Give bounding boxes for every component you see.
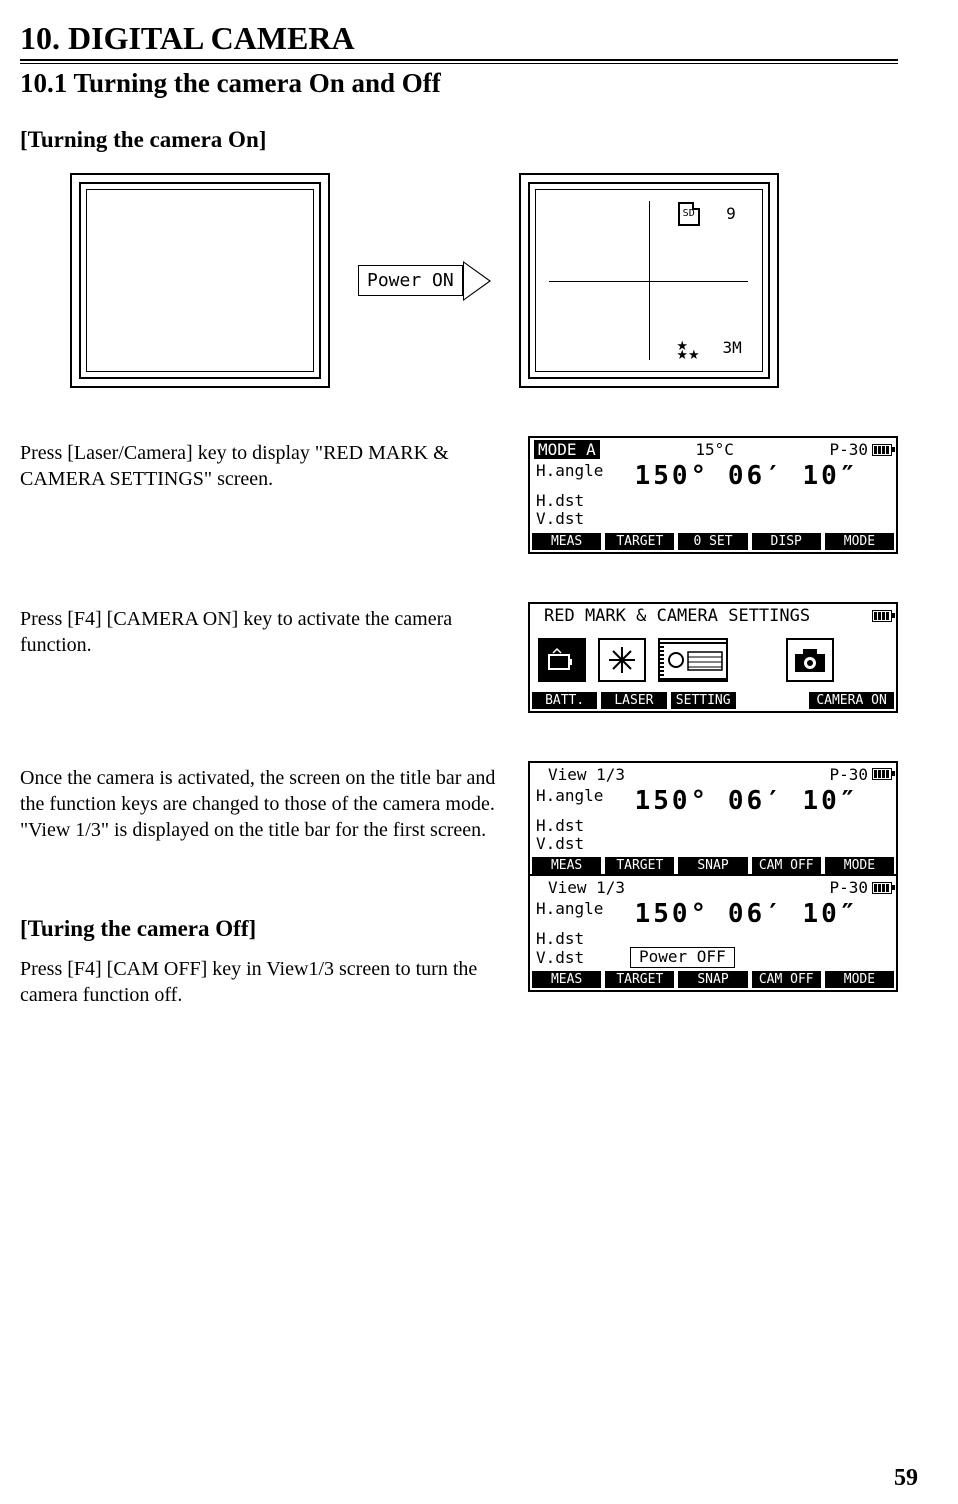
step-text-2: Press [F4] [CAMERA ON] key to activate t… — [20, 602, 508, 658]
step-text-1: Press [Laser/Camera] key to display "RED… — [20, 436, 508, 492]
fkey[interactable]: LASER — [601, 692, 666, 709]
resolution-text: 3M — [722, 338, 741, 357]
fkey[interactable]: MEAS — [532, 857, 601, 874]
row-label: H.dst — [536, 930, 611, 948]
fkey[interactable]: MEAS — [532, 533, 601, 550]
lcd-pvalue: P-30 — [829, 878, 868, 897]
divider — [20, 59, 898, 64]
screen-on: SD 9 ★★★ 3M — [519, 173, 779, 388]
row-label: H.angle — [536, 787, 611, 817]
fkey[interactable]: 0 SET — [678, 533, 747, 550]
camera-icon — [786, 638, 834, 682]
page-number: 59 — [894, 1465, 918, 1492]
lcd-mode: MODE A — [534, 440, 600, 459]
row-label: H.dst — [536, 492, 611, 510]
battery-icon — [872, 444, 892, 456]
step-row-4: Press [F4] [CAM OFF] key in View1/3 scre… — [20, 874, 898, 1008]
fkey[interactable]: TARGET — [605, 857, 674, 874]
power-on-arrow: Power ON — [358, 261, 491, 301]
fkey[interactable]: SETTING — [671, 692, 736, 709]
angle-value: 150° 06′ 10″ — [611, 787, 890, 817]
battery-icon — [872, 768, 892, 780]
battery-icon — [872, 882, 892, 894]
lcd-title: View 1/3 — [534, 765, 625, 784]
lcd-pvalue: P-30 — [829, 440, 868, 459]
lcd-1: MODE A 15°C P-30 H.angle150° 06′ 10″ H.d… — [528, 436, 898, 554]
fkey[interactable]: CAMERA ON — [809, 692, 894, 709]
batt-select-icon — [538, 638, 586, 682]
fkey[interactable]: BATT. — [532, 692, 597, 709]
fkey[interactable]: TARGET — [605, 971, 674, 988]
row-label: V.dst — [536, 510, 611, 528]
row-label: H.angle — [536, 900, 611, 930]
row-label: V.dst — [536, 949, 611, 967]
sd-icon: SD — [678, 202, 700, 226]
section-title: 10.1 Turning the camera On and Off — [20, 68, 898, 99]
settings-icon — [658, 638, 728, 682]
lcd-temp: 15°C — [600, 440, 830, 459]
fkey[interactable]: CAM OFF — [752, 971, 821, 988]
sub-title-on: [Turning the camera On] — [20, 127, 898, 153]
power-on-label: Power ON — [358, 265, 463, 296]
row-label: H.dst — [536, 817, 611, 835]
step-row-1: Press [Laser/Camera] key to display "RED… — [20, 436, 898, 554]
screen-off — [70, 173, 330, 388]
quality-stars-icon: ★★★ — [676, 341, 699, 359]
lcd-2: RED MARK & CAMERA SETTINGS BATT. LASER S… — [528, 602, 898, 713]
fkey[interactable]: MODE — [825, 857, 894, 874]
fkey[interactable]: TARGET — [605, 533, 674, 550]
fkey[interactable]: SNAP — [678, 857, 747, 874]
step-row-3: Once the camera is activated, the screen… — [20, 761, 898, 879]
lcd-3: View 1/3 P-30 H.angle150° 06′ 10″ H.dst … — [528, 761, 898, 879]
laser-icon — [598, 638, 646, 682]
fkey[interactable]: MODE — [825, 533, 894, 550]
lcd-title: RED MARK & CAMERA SETTINGS — [534, 606, 810, 626]
fkey-blank — [740, 692, 805, 709]
battery-icon — [872, 610, 892, 622]
power-off-label: Power OFF — [630, 947, 735, 967]
count-text: 9 — [726, 204, 736, 223]
fkey[interactable]: MEAS — [532, 971, 601, 988]
angle-value: 150° 06′ 10″ — [611, 900, 890, 930]
lcd-4: View 1/3 P-30 H.angle150° 06′ 10″ H.dst … — [528, 874, 898, 992]
power-on-diagram: Power ON SD 9 ★★★ 3M — [70, 173, 898, 388]
lcd-pvalue: P-30 — [829, 765, 868, 784]
angle-value: 150° 06′ 10″ — [611, 462, 890, 492]
step-row-2: Press [F4] [CAMERA ON] key to activate t… — [20, 602, 898, 713]
fkey[interactable]: DISP — [752, 533, 821, 550]
lcd-title: View 1/3 — [534, 878, 625, 897]
row-label: H.angle — [536, 462, 611, 492]
fkey[interactable]: SNAP — [678, 971, 747, 988]
chapter-title: 10. DIGITAL CAMERA — [20, 20, 898, 57]
fkey[interactable]: MODE — [825, 971, 894, 988]
step-text-4: Press [F4] [CAM OFF] key in View1/3 scre… — [20, 874, 508, 1008]
row-label: V.dst — [536, 835, 611, 853]
fkey[interactable]: CAM OFF — [752, 857, 821, 874]
step-text-3: Once the camera is activated, the screen… — [20, 761, 508, 843]
